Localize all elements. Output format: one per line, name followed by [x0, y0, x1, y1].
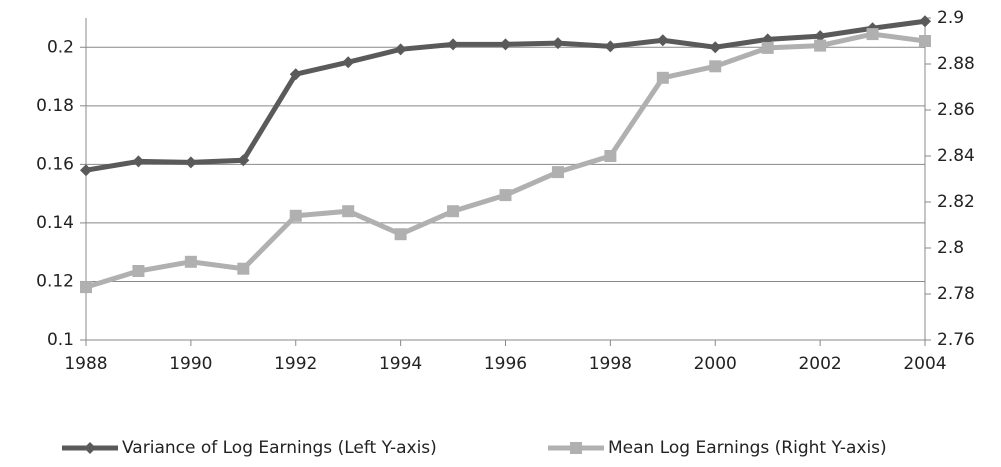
marker [499, 189, 512, 202]
marker [394, 228, 407, 241]
marker [447, 205, 460, 218]
x-tick-label: 2000 [694, 354, 737, 374]
marker [656, 71, 669, 84]
x-tick-label: 1990 [169, 354, 212, 374]
marker [237, 262, 250, 275]
y2-tick-label: 2.84 [937, 146, 975, 166]
x-tick-label: 1994 [379, 354, 422, 374]
marker [80, 281, 92, 294]
marker [394, 43, 407, 56]
legend-label: Mean Log Earnings (Right Y-axis) [608, 438, 887, 458]
y-tick-label: 0.12 [36, 271, 74, 291]
marker [814, 30, 827, 43]
y2-tick-label: 2.8 [937, 238, 964, 258]
marker [342, 56, 355, 69]
marker [289, 68, 302, 81]
marker [709, 60, 722, 73]
y2-tick-label: 2.78 [937, 284, 975, 304]
y2-tick-label: 2.86 [937, 100, 975, 120]
x-tick-label: 1988 [64, 354, 107, 374]
y-tick-label: 0.18 [36, 96, 74, 116]
marker [342, 205, 355, 218]
marker [84, 442, 96, 454]
marker [604, 40, 617, 53]
marker [604, 150, 617, 162]
y2-tick-label: 2.88 [937, 54, 975, 74]
y2-tick-label: 2.82 [937, 192, 975, 212]
marker [184, 255, 197, 268]
marker [132, 265, 145, 277]
y-tick-label: 0.16 [36, 154, 74, 174]
x-tick-label: 1992 [274, 354, 317, 374]
marker [709, 41, 722, 54]
marker [919, 15, 931, 28]
legend: Variance of Log Earnings (Left Y-axis) Me… [62, 438, 887, 458]
marker [237, 154, 250, 167]
marker [656, 34, 669, 47]
x-tick-label: 1998 [589, 354, 632, 374]
marker [132, 155, 145, 168]
y2-tick-label: 2.9 [937, 8, 964, 28]
x-tick-label: 1996 [484, 354, 527, 374]
marker [184, 156, 197, 169]
x-tick-label: 2004 [903, 354, 946, 374]
marker [551, 37, 564, 50]
marker [289, 209, 302, 222]
y-tick-label: 0.1 [47, 330, 74, 350]
marker [761, 41, 774, 54]
marker [499, 38, 512, 51]
marker [814, 39, 827, 52]
marker [866, 28, 879, 41]
marker [80, 164, 92, 177]
y-tick-label: 0.14 [36, 213, 74, 233]
x-tick-label: 2002 [798, 354, 841, 374]
marker [447, 38, 460, 51]
marker [570, 442, 582, 454]
y-tick-label: 0.2 [47, 37, 74, 57]
legend-label: Variance of Log Earnings (Left Y-axis) [122, 438, 437, 458]
y2-tick-label: 2.76 [937, 330, 975, 350]
marker [551, 166, 564, 179]
marker [919, 35, 931, 47]
